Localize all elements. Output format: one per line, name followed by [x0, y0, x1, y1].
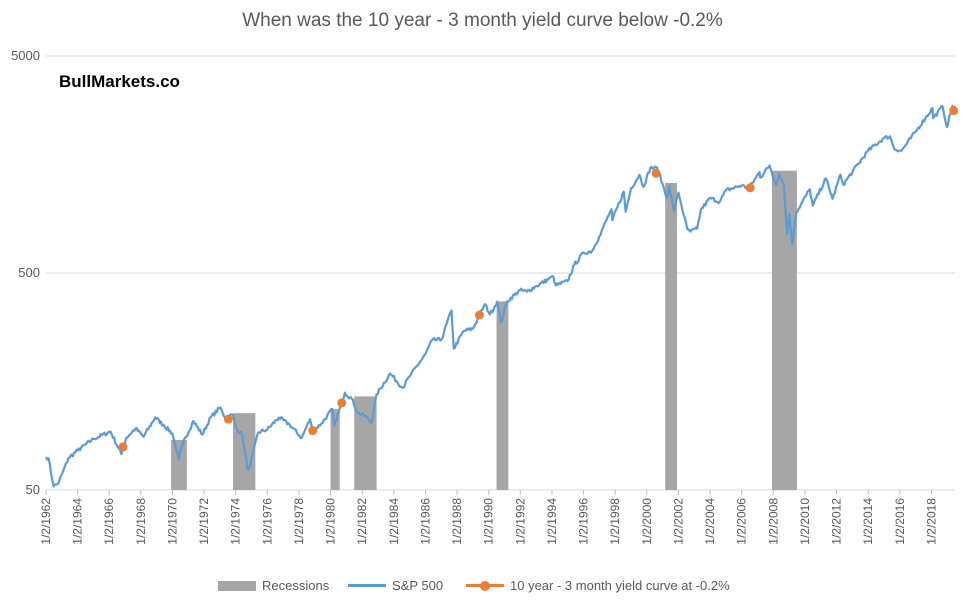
x-tick-label: 1/2/1996	[577, 498, 591, 545]
legend-item-inversion: 10 year - 3 month yield curve at -0.2%	[466, 578, 730, 593]
x-tick-label: 1/2/2004	[703, 498, 717, 545]
x-tick-label: 1/2/1984	[387, 498, 401, 545]
legend-swatch-sp500	[348, 584, 386, 587]
legend-swatch-recessions	[218, 580, 256, 591]
x-tick-label: 1/2/1966	[102, 498, 116, 545]
y-tick-label: 5000	[11, 48, 40, 63]
legend-label-recessions: Recessions	[262, 578, 330, 593]
x-tick-label: 1/2/1976	[260, 498, 274, 545]
x-tick-label: 1/2/1988	[450, 498, 464, 545]
recession-bar	[171, 439, 187, 490]
x-tick-label: 1/2/1974	[229, 498, 243, 545]
legend-label-inversion: 10 year - 3 month yield curve at -0.2%	[510, 578, 730, 593]
x-tick-label: 1/2/1982	[355, 498, 369, 545]
y-tick-label: 500	[18, 265, 40, 280]
x-tick-label: 1/2/1970	[165, 498, 179, 545]
sp500-series	[45, 104, 956, 488]
inversion-point	[118, 442, 128, 452]
inversion-point	[651, 168, 661, 178]
inversion-point	[337, 398, 347, 408]
inversion-points	[118, 106, 959, 452]
x-tick-label: 1/2/1962	[39, 498, 53, 545]
x-tick-label: 1/2/1964	[71, 498, 85, 545]
inversion-point	[474, 310, 484, 320]
x-tick-label: 1/2/2016	[893, 498, 907, 545]
x-tick-label: 1/2/1990	[482, 498, 496, 545]
sp500-line	[45, 104, 956, 488]
x-axis-ticks: 1/2/1962 1/2/1964 1/2/1966 1/2/1968 1/2/1970…	[39, 490, 938, 545]
x-tick-label: 1/2/2008	[766, 498, 780, 545]
legend-item-recessions: Recessions	[218, 578, 329, 593]
legend-label-sp500: S&P 500	[392, 578, 444, 593]
recession-bar	[771, 170, 797, 490]
chart-title: When was the 10 year - 3 month yield cur…	[242, 10, 723, 31]
inversion-point	[745, 183, 755, 193]
x-tick-label: 1/2/2002	[671, 498, 685, 545]
x-tick-label: 1/2/2012	[830, 498, 844, 545]
legend: Recessions S&P 500 10 year - 3 month yie…	[0, 578, 965, 596]
inversion-point	[223, 414, 233, 424]
x-tick-label: 1/2/2006	[735, 498, 749, 545]
x-tick-label: 1/2/2010	[798, 498, 812, 545]
recession-bar	[496, 301, 509, 490]
recession-bar	[665, 182, 678, 490]
x-tick-label: 1/2/1992	[513, 498, 527, 545]
inversion-point	[949, 106, 959, 116]
x-tick-label: 1/2/2014	[861, 498, 875, 545]
recession-bars	[171, 170, 797, 490]
y-axis-ticks: 50 500 5000	[11, 48, 40, 497]
x-tick-label: 1/2/1978	[292, 498, 306, 545]
x-tick-label: 1/2/2000	[640, 498, 654, 545]
x-tick-label: 1/2/1972	[197, 498, 211, 545]
legend-item-sp500: S&P 500	[348, 578, 443, 593]
x-tick-label: 1/2/1998	[608, 498, 622, 545]
x-tick-label: 1/2/1980	[324, 498, 338, 545]
x-tick-label: 1/2/1968	[134, 498, 148, 545]
x-tick-label: 1/2/1994	[545, 498, 559, 545]
x-tick-label: 1/2/1986	[418, 498, 432, 545]
recession-bar	[330, 409, 340, 490]
x-tick-label: 1/2/2018	[924, 498, 938, 545]
recession-bar	[354, 396, 377, 490]
y-tick-label: 50	[26, 482, 40, 497]
legend-swatch-inversion	[466, 580, 504, 591]
watermark: BullMarkets.co	[59, 72, 180, 91]
inversion-point	[308, 426, 318, 436]
